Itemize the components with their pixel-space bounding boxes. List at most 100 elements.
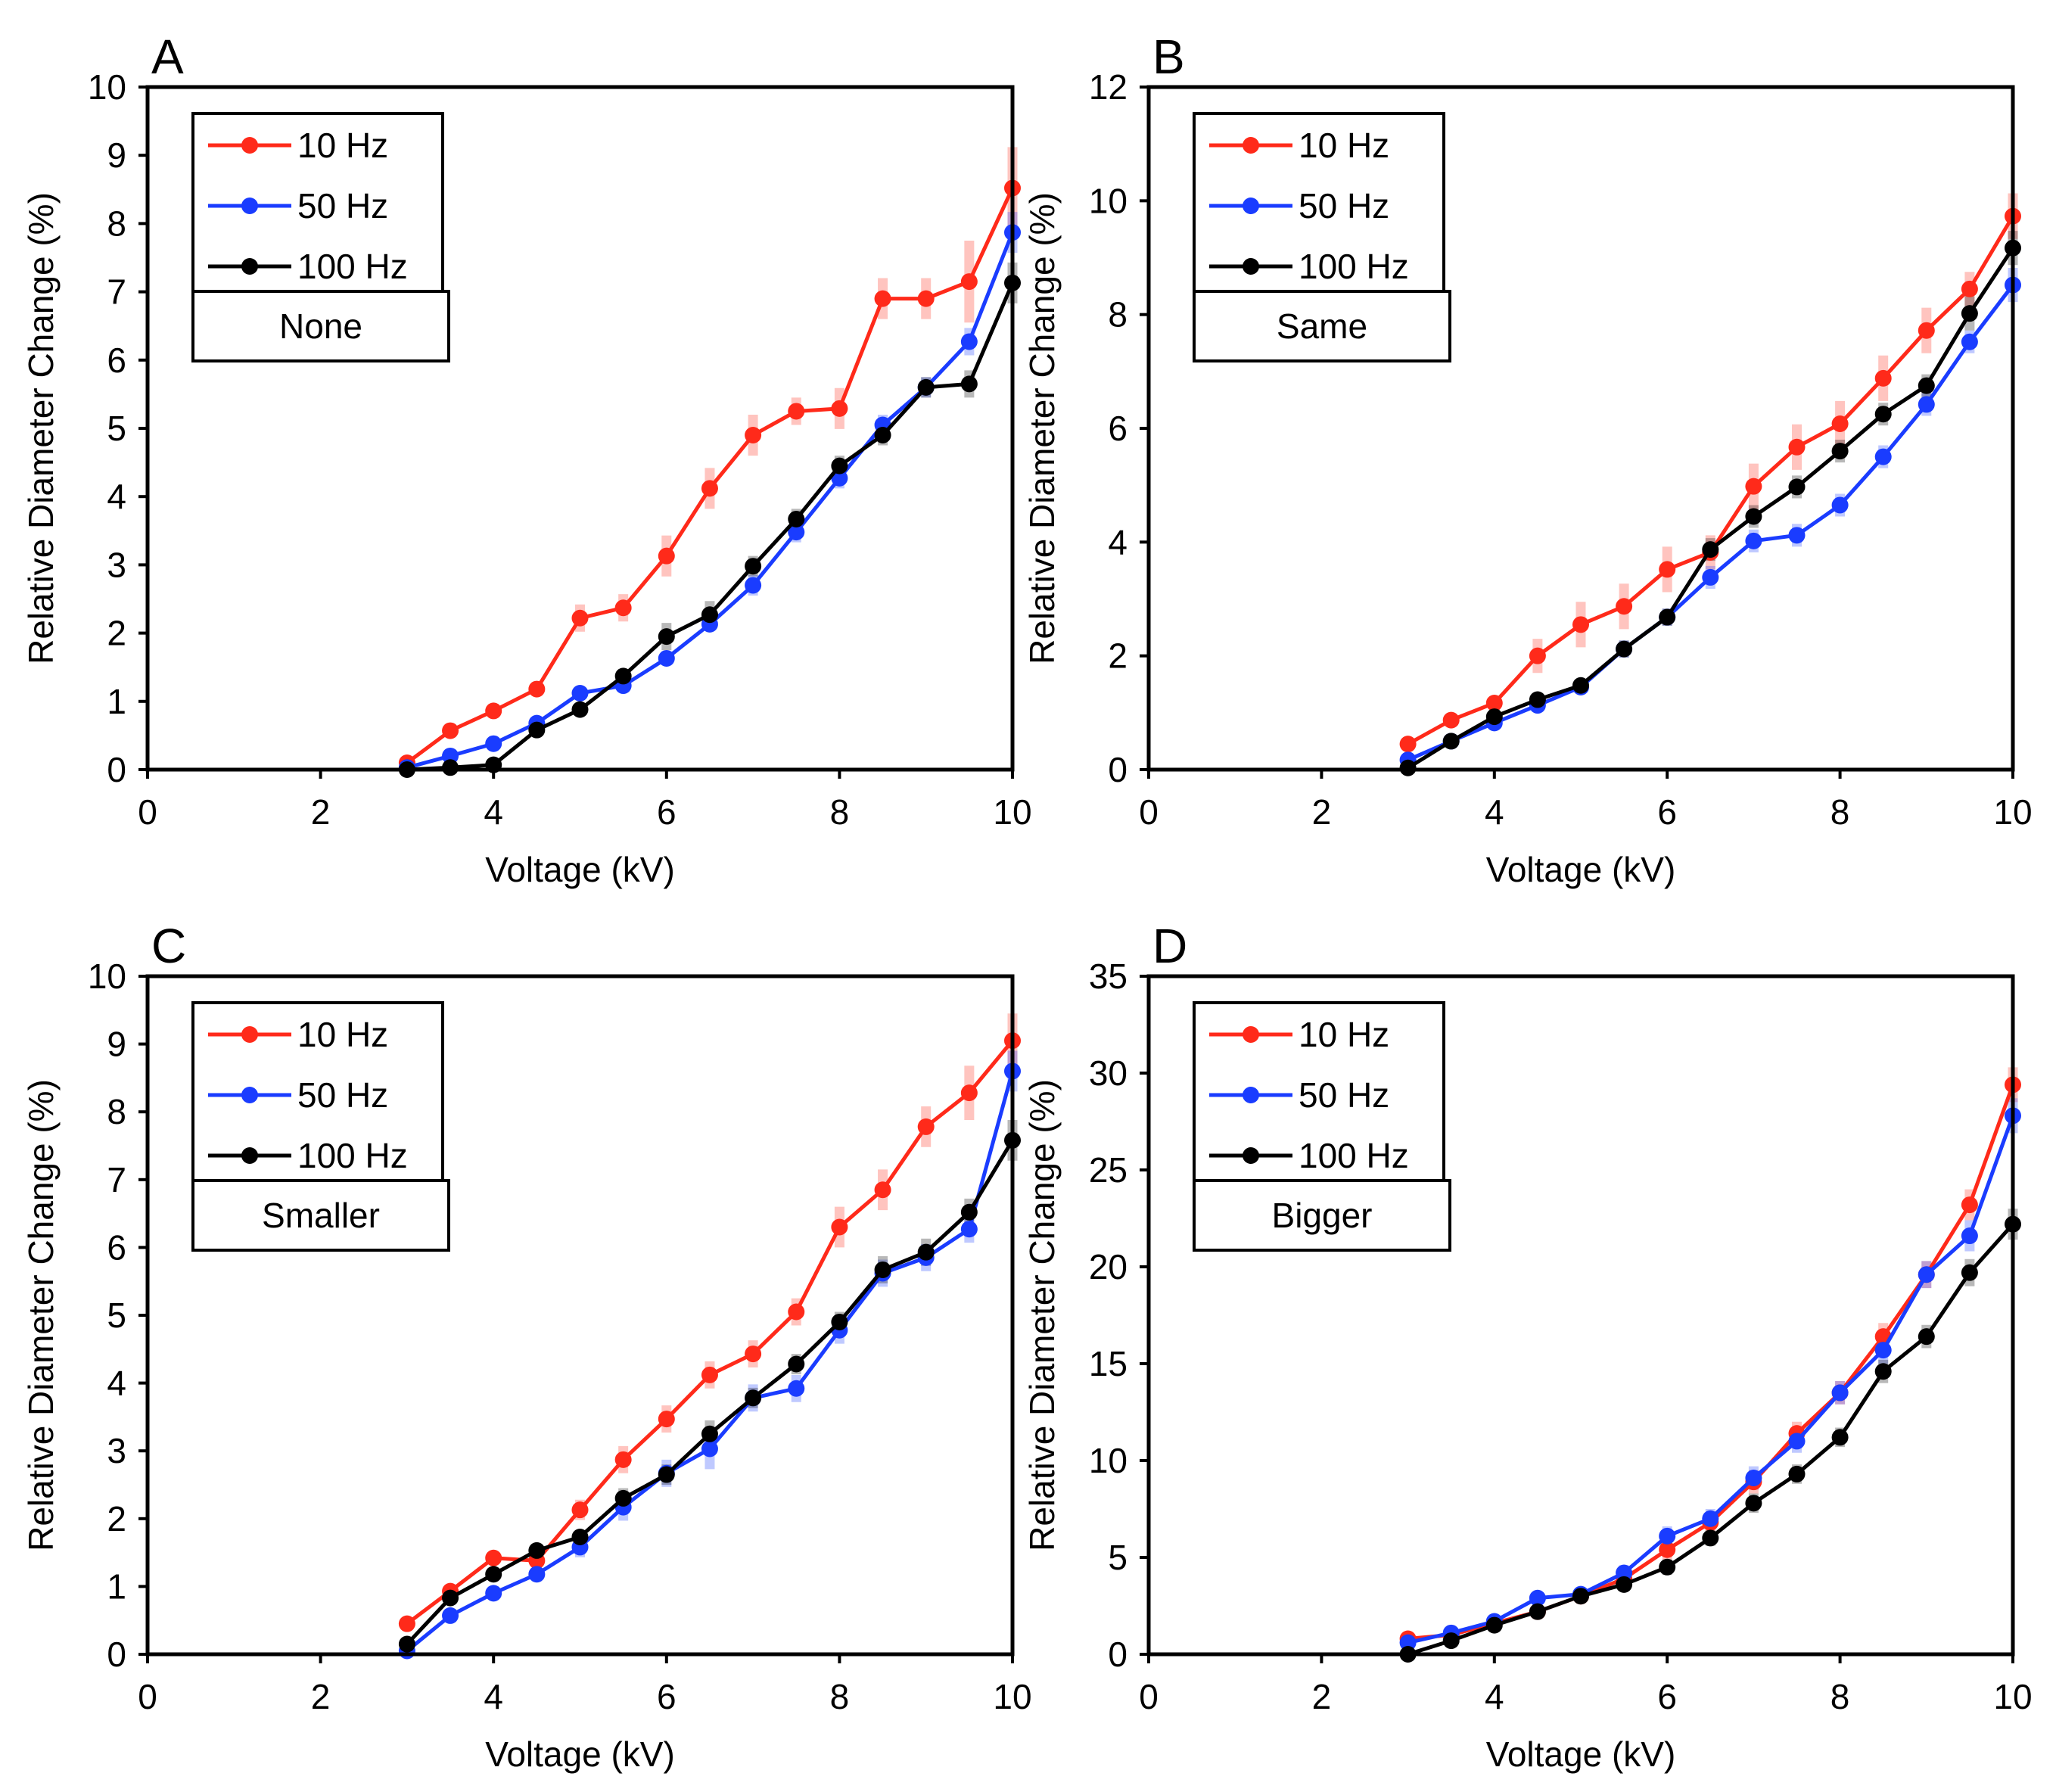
data-point <box>1659 1558 1676 1576</box>
x-tick-label: 8 <box>1830 1677 1850 1716</box>
x-tick-label: 2 <box>311 792 331 832</box>
x-tick-label: 2 <box>1312 1677 1332 1716</box>
data-point <box>528 1542 546 1559</box>
data-point <box>745 427 762 444</box>
data-point <box>831 1218 848 1236</box>
y-tick-label: 9 <box>107 135 126 175</box>
legend: 10 Hz 50 Hz 100 Hz <box>191 112 444 293</box>
data-point <box>658 1466 675 1483</box>
x-tick-label: 2 <box>1312 792 1332 832</box>
legend-marker <box>241 1147 258 1164</box>
panel-letter: B <box>1152 30 1185 84</box>
x-tick-label: 2 <box>311 1677 331 1716</box>
x-tick-label: 8 <box>1830 792 1850 832</box>
legend-marker <box>1243 198 1259 214</box>
panel-letter: D <box>1152 919 1187 973</box>
data-point <box>1745 478 1762 495</box>
y-tick-label: 7 <box>107 272 126 312</box>
error-bars-10hz <box>1403 193 2018 750</box>
y-tick-label: 6 <box>1108 409 1128 448</box>
data-point <box>1961 333 1978 350</box>
y-tick-label: 20 <box>1089 1247 1128 1286</box>
x-tick-label: 0 <box>1139 1677 1159 1716</box>
data-point <box>960 375 978 393</box>
data-point <box>485 735 502 752</box>
data-point <box>485 1549 502 1566</box>
data-point <box>528 680 546 698</box>
data-point <box>485 1566 502 1583</box>
data-point <box>614 1451 632 1468</box>
legend-entry: 100 Hz <box>297 247 408 286</box>
data-point <box>1874 406 1892 423</box>
data-point <box>1874 369 1892 387</box>
legend-marker <box>1243 1026 1259 1043</box>
data-point <box>1702 1510 1719 1527</box>
y-tick-label: 6 <box>107 341 126 380</box>
series-line <box>1407 1223 2014 1657</box>
legend-box <box>1193 112 1445 293</box>
y-axis-title: Relative Diameter Change (%) <box>21 192 61 664</box>
data-point <box>1572 1588 1589 1605</box>
data-point <box>788 1355 805 1373</box>
error-bars-10hz <box>402 1013 1018 1631</box>
data-point <box>658 1411 675 1428</box>
legend-marker <box>241 137 258 154</box>
y-tick-label: 0 <box>1108 750 1128 789</box>
legend-marker <box>1243 137 1259 154</box>
error-bars-100hz <box>402 262 1018 771</box>
data-point <box>442 759 459 776</box>
y-axis-title: Relative Diameter Change (%) <box>1022 1079 1062 1551</box>
data-point <box>1702 541 1719 558</box>
y-tick-label: 25 <box>1089 1150 1128 1190</box>
data-point <box>701 1425 718 1442</box>
series-line <box>1407 284 2014 762</box>
series-10hz <box>1399 207 2021 753</box>
y-tick-label: 4 <box>107 477 126 516</box>
data-point <box>571 684 589 702</box>
x-tick-label: 6 <box>1657 1677 1677 1716</box>
data-point <box>1659 1527 1676 1545</box>
y-tick-label: 2 <box>107 1499 126 1538</box>
data-point <box>960 273 978 291</box>
data-point <box>745 577 762 594</box>
legend-entry: 10 Hz <box>297 126 388 165</box>
data-point <box>1831 1429 1849 1446</box>
x-tick-label: 8 <box>830 792 850 832</box>
series-line <box>1407 215 2015 746</box>
plot-frame <box>1146 974 2015 1657</box>
data-point <box>1788 1465 1806 1482</box>
data-point <box>1702 1529 1719 1547</box>
data-point <box>960 1221 978 1238</box>
data-point <box>1961 305 1978 322</box>
y-tick-label: 30 <box>1089 1053 1128 1093</box>
legend-marker <box>241 1087 258 1103</box>
data-point <box>1961 1264 1978 1281</box>
y-tick-label: 0 <box>107 1635 126 1674</box>
data-point <box>1961 1196 1978 1214</box>
y-tick-label: 10 <box>88 67 126 107</box>
panel-c: C 0 1 2 3 4 5 6 7 8 9 10 0 2 4 6 8 10 Voltage (kV) Relative… <box>21 919 1032 1774</box>
legend-entry: 100 Hz <box>1299 247 1409 286</box>
series-line <box>406 282 1015 772</box>
panel-a: A 0 1 2 3 4 5 6 7 8 9 10 0 2 4 6 8 10 Voltage (kV) Relative… <box>21 30 1032 889</box>
data-point <box>1616 640 1633 658</box>
data-point <box>1961 280 1978 297</box>
data-point <box>1442 733 1460 750</box>
error-bars-10hz <box>402 147 1018 767</box>
data-point <box>1831 443 1849 460</box>
data-point <box>614 599 632 617</box>
data-point <box>701 1366 718 1383</box>
x-tick-label: 4 <box>484 1677 503 1716</box>
data-point <box>1616 598 1633 615</box>
x-tick-label: 0 <box>138 792 157 832</box>
x-axis-title: Voltage (kV) <box>1486 850 1676 889</box>
data-point <box>528 1566 546 1583</box>
data-point <box>1702 568 1719 586</box>
x-tick-label: 8 <box>830 1677 850 1716</box>
x-tick-label: 10 <box>1993 792 2032 832</box>
y-tick-label: 8 <box>107 204 126 243</box>
data-point <box>1442 1632 1460 1650</box>
data-point <box>831 1313 848 1330</box>
series-100hz <box>1399 239 2021 776</box>
